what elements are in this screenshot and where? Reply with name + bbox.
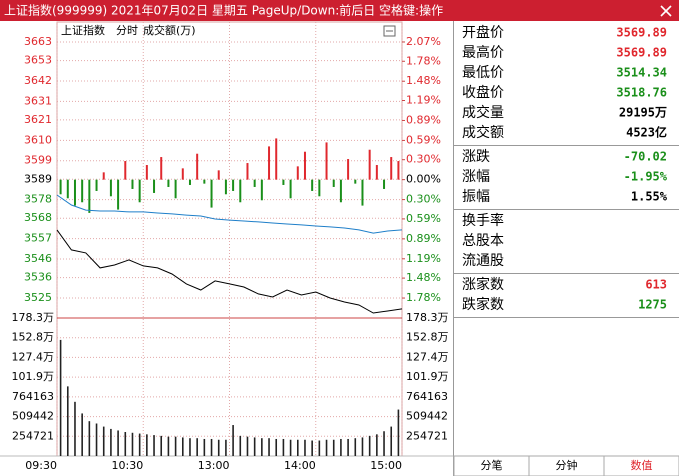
quote-value: 29195万 [619,106,667,120]
quote-label: 流通股 [462,253,504,269]
y2-tick-label: 1.19% [406,94,441,107]
quote-label: 最高价 [462,44,504,61]
x-tick-label: 15:00 [370,459,402,472]
tab[interactable] [603,455,679,476]
y-tick-label: 254721 [12,429,54,442]
close-icon[interactable] [660,5,672,17]
quote-label: 涨幅 [462,169,490,185]
quote-label: 成交额 [462,124,504,141]
quote-value: 613 [645,278,667,292]
quote-value: -70.02 [624,150,667,164]
quote-label: 换手率 [462,212,504,229]
y2-tick-label: 0.59% [406,133,441,146]
quote-label: 涨跌 [462,149,490,165]
y-tick-label: 3568 [24,211,52,224]
quote-label: 涨家数 [462,276,504,293]
quote-value: -1.95% [624,170,668,184]
quote-label: 成交量 [462,104,504,121]
y-tick-label: 3663 [24,35,52,48]
y2-tick-label: 127.4万 [406,350,449,363]
y2-tick-label: 254721 [406,429,448,442]
x-tick-label: 09:30 [25,459,57,472]
y2-tick-label: 101.9万 [406,370,449,383]
y-tick-label: 764163 [12,390,54,403]
title-text: 上证指数(999999) 2021年07月02日 星期五 PageUp/Down… [4,3,443,18]
y-tick-label: 3621 [24,113,52,126]
y-tick-label: 3589 [24,172,52,185]
y-tick-label: 101.9万 [12,370,55,383]
y-tick-label: 3525 [24,291,52,304]
y-tick-label: 152.8万 [12,331,55,344]
y-tick-label: 178.3万 [12,311,55,324]
tab-label[interactable]: 数值 [631,459,653,472]
chart-subtitle: 分时 [116,24,138,37]
price-line [56,194,403,234]
y2-tick-label: 0.30% [406,153,441,166]
tab-label[interactable]: 分钟 [556,458,578,472]
chart-title: 上证指数 [61,23,105,37]
quote-value: 3518.76 [616,86,667,100]
y2-tick-label: 152.8万 [406,331,449,344]
y-tick-label: 509442 [12,410,54,423]
y-tick-label: 3653 [24,54,52,67]
y-tick-label: 3557 [24,232,52,245]
quote-value: 3514.34 [616,66,667,80]
y-tick-label: 127.4万 [12,350,55,363]
quote-value: 3569.89 [616,46,667,60]
quote-label: 跌家数 [462,296,504,313]
y2-tick-label: 1.19% [406,252,441,265]
y2-tick-label: 2.07% [406,35,441,48]
x-tick-label: 13:00 [198,459,230,472]
close-button[interactable] [657,2,675,19]
price-line [56,229,403,314]
y2-tick-label: 509442 [406,410,448,423]
y-tick-label: 3578 [24,193,52,206]
x-tick-label: 10:30 [112,459,144,472]
y2-tick-label: 0.59% [406,212,441,225]
quote-value: 1.55% [631,190,668,204]
quote-label: 总股本 [462,233,504,249]
y-tick-label: 3631 [24,94,52,107]
quote-label: 振幅 [462,189,490,205]
quote-value: 4523亿 [626,125,667,140]
y2-tick-label: 764163 [406,390,448,403]
y-tick-label: 3642 [24,74,52,87]
quote-value: 1275 [638,298,667,312]
title-bar [0,0,679,21]
y2-tick-label: 178.3万 [406,311,449,324]
x-tick-label: 14:00 [284,459,316,472]
quote-value: 3569.89 [616,26,667,40]
y2-tick-label: 1.48% [406,271,441,284]
y-tick-label: 3546 [24,252,52,265]
y-tick-label: 3599 [24,154,52,167]
y-tick-label: 3610 [24,133,52,146]
quote-label: 收盘价 [462,84,504,101]
quote-label: 开盘价 [462,24,504,41]
y2-tick-label: 0.00% [406,173,441,186]
y2-tick-label: 1.48% [406,74,441,87]
volume-title: 成交额(万) [143,23,196,37]
y2-tick-label: 1.78% [406,54,441,67]
y2-tick-label: 1.78% [406,291,441,304]
y2-tick-label: 0.89% [406,113,441,126]
tab-label[interactable]: 分笔 [481,458,503,472]
quote-label: 最低价 [462,65,504,81]
y2-tick-label: 0.89% [406,232,441,245]
y2-tick-label: 0.30% [406,193,441,206]
y-tick-label: 3536 [24,271,52,284]
